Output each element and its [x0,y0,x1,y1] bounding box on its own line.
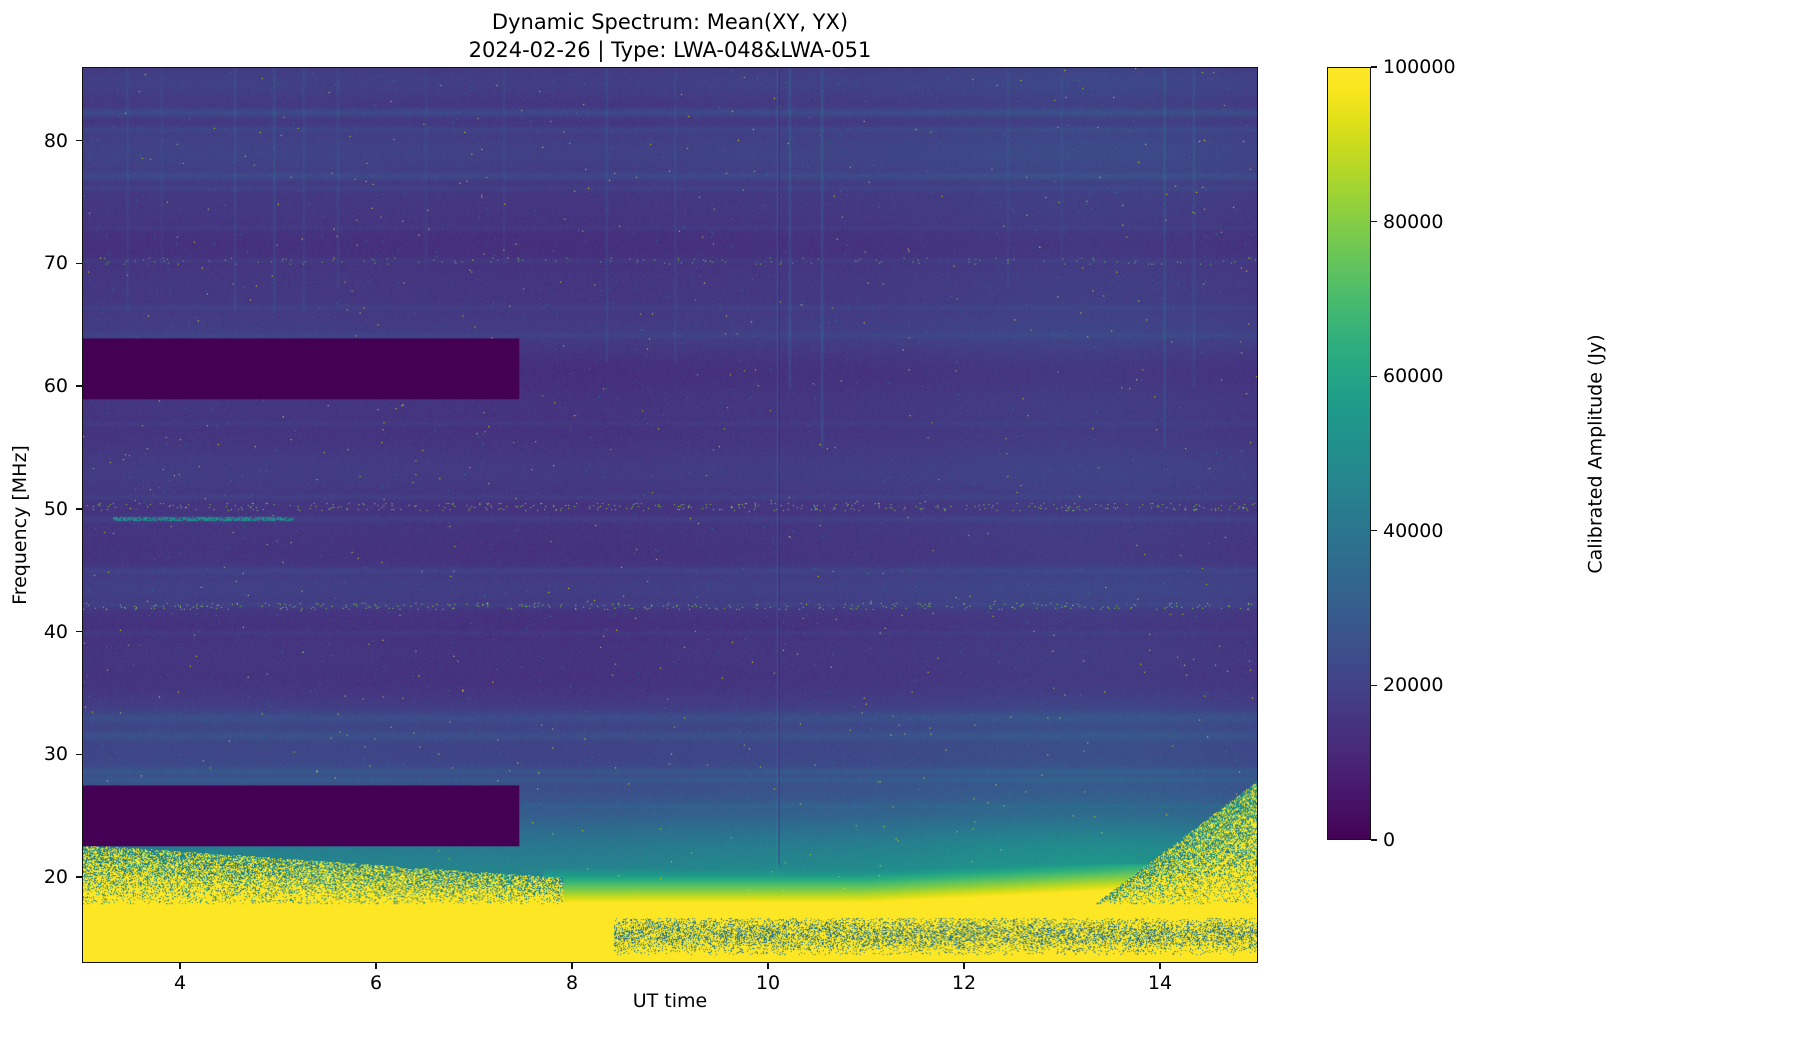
colorbar-tick-mark [1371,839,1377,841]
y-tick-label: 60 [43,375,68,398]
y-tick-mark [76,508,82,510]
x-tick-label: 12 [951,972,977,994]
figure-title: Dynamic Spectrum: Mean(XY, YX) 2024-02-2… [0,8,1340,64]
colorbar-tick-mark [1371,684,1377,687]
y-tick-label: 20 [43,866,68,889]
x-tick-mark [179,963,181,969]
x-axis-label: UT time [632,990,708,1012]
y-tick-mark [76,876,82,878]
colorbar-gradient [1328,68,1370,839]
dynamic-spectrum-image[interactable] [83,68,1257,962]
y-tick-label: 80 [43,129,68,152]
colorbar-gradient-frame [1327,67,1371,840]
y-tick-mark [76,630,82,633]
colorbar-tick-label: 80000 [1383,210,1444,233]
x-tick-mark [963,963,965,969]
x-tick-mark [571,963,573,969]
colorbar-tick-mark [1371,220,1377,223]
x-tick-label: 4 [173,972,187,994]
y-tick-mark [76,139,82,142]
colorbar-tick-label: 40000 [1383,519,1444,542]
title-line-1: Dynamic Spectrum: Mean(XY, YX) [491,10,849,34]
spectrum-axes[interactable] [82,67,1258,963]
y-tick-label: 50 [43,497,68,520]
colorbar[interactable]: 0 20000 40000 60000 80000 100000 [1327,56,1456,851]
y-tick-mark [76,385,82,387]
colorbar-tick-label: 100000 [1383,56,1456,78]
colorbar-tick-label: 20000 [1383,674,1444,697]
colorbar-tick-label: 60000 [1383,365,1444,388]
x-tick-mark [375,963,377,969]
x-tick-mark [767,963,769,969]
x-tick-label: 6 [369,972,383,994]
y-axis-label: Frequency [MHz] [9,445,31,605]
y-tick-label: 30 [43,743,68,766]
y-tick-label: 40 [43,620,68,643]
y-tick-label: 70 [43,252,68,275]
y-tick-mark [76,262,82,265]
colorbar-tick-mark [1371,66,1377,68]
x-tick-label: 10 [755,972,781,994]
colorbar-tick-label: 0 [1383,829,1396,851]
colorbar-tick-mark [1371,530,1377,532]
colorbar-tick-mark [1371,375,1377,377]
x-tick-mark [1159,963,1161,969]
x-tick-label: 14 [1147,972,1173,994]
title-line-2: 2024-02-26 | Type: LWA-048&LWA-051 [468,38,872,62]
colorbar-label-holder: Calibrated Amplitude (Jy) [1476,67,1715,840]
x-tick-label: 8 [565,972,579,994]
y-tick-mark [76,753,82,755]
colorbar-label: Calibrated Amplitude (Jy) [1584,333,1607,574]
